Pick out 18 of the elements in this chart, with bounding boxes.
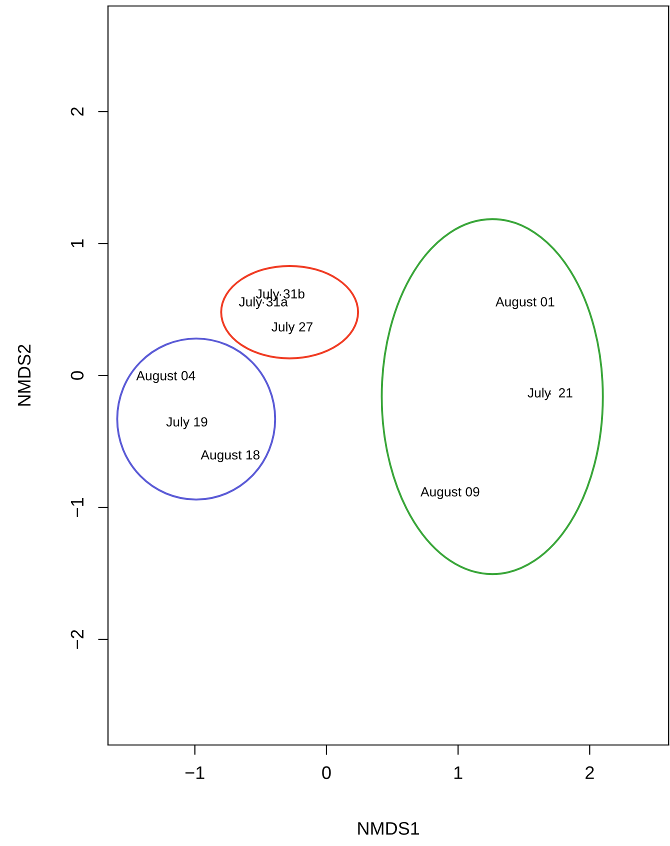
data-label: August 09 <box>420 487 480 500</box>
x-tick-label: 1 <box>454 766 462 779</box>
data-label: August 04 <box>136 371 196 383</box>
x-axis-title: NMDS1 <box>358 822 420 835</box>
x-tick-label: 2 <box>586 766 594 779</box>
y-tick-label: 1 <box>71 239 84 248</box>
data-label: July 19 <box>166 416 208 430</box>
data-label: July 21 <box>528 388 572 400</box>
y-tick-label: −1 <box>71 498 84 517</box>
data-label: August 18 <box>200 450 260 462</box>
data-label: August 01 <box>496 297 554 310</box>
y-tick-label: 2 <box>70 107 84 116</box>
x-tick-label: −1 <box>185 766 204 779</box>
y-tick-label: 0 <box>70 371 84 380</box>
y-tick-label: −2 <box>70 630 84 649</box>
y-axis-title: NMDS2 <box>18 344 31 406</box>
data-label: July 27 <box>272 322 312 334</box>
x-tick-label: 0 <box>322 766 331 780</box>
